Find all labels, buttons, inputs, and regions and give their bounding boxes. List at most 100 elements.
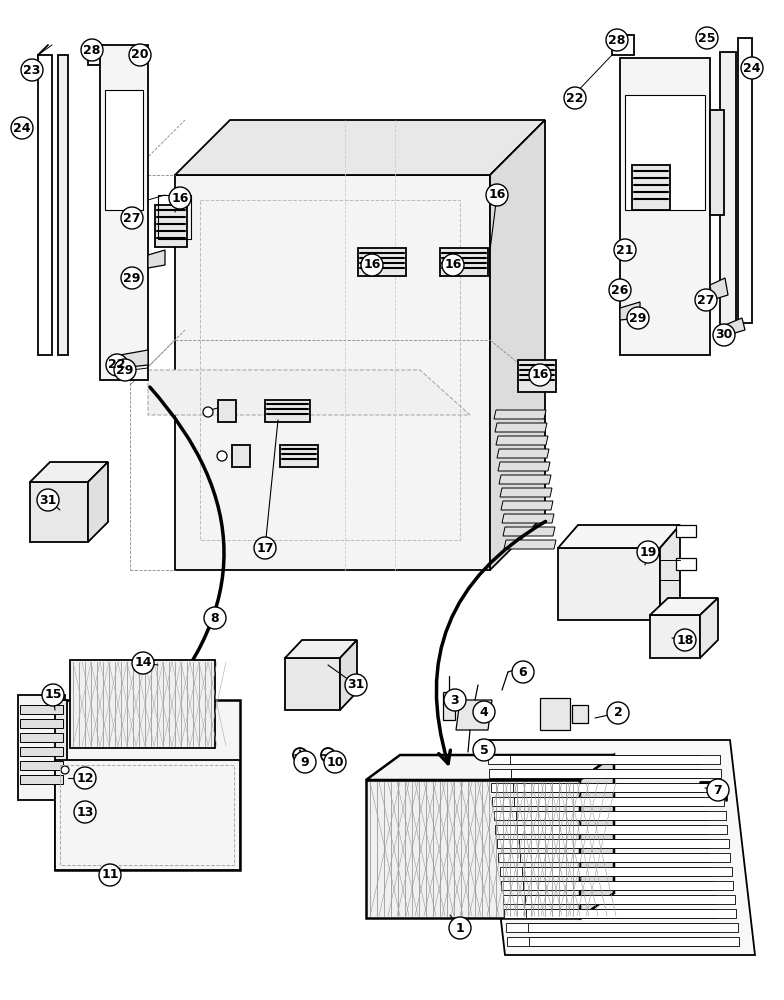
Circle shape xyxy=(609,279,631,301)
Text: 16: 16 xyxy=(172,192,189,205)
Circle shape xyxy=(203,407,213,417)
Polygon shape xyxy=(504,909,717,918)
Polygon shape xyxy=(540,698,570,730)
Polygon shape xyxy=(700,598,718,658)
Bar xyxy=(632,165,670,210)
Polygon shape xyxy=(496,436,548,445)
Circle shape xyxy=(627,307,649,329)
Polygon shape xyxy=(55,700,240,870)
Circle shape xyxy=(449,917,471,939)
Polygon shape xyxy=(100,45,148,380)
Circle shape xyxy=(169,187,191,209)
Text: 6: 6 xyxy=(519,666,528,678)
Polygon shape xyxy=(497,449,549,458)
Polygon shape xyxy=(522,867,732,876)
Circle shape xyxy=(442,254,464,276)
Polygon shape xyxy=(20,733,63,742)
Polygon shape xyxy=(488,755,700,764)
Text: 29: 29 xyxy=(123,271,140,284)
Bar xyxy=(612,35,634,55)
Polygon shape xyxy=(517,825,728,834)
Polygon shape xyxy=(456,700,492,730)
Polygon shape xyxy=(175,175,490,570)
Circle shape xyxy=(606,29,628,51)
Text: 10: 10 xyxy=(326,756,343,768)
Text: 29: 29 xyxy=(630,312,647,324)
Bar xyxy=(88,45,104,65)
Polygon shape xyxy=(30,462,108,482)
Circle shape xyxy=(37,489,59,511)
Bar xyxy=(60,765,234,865)
Text: 23: 23 xyxy=(24,64,41,77)
Bar xyxy=(625,95,705,210)
Polygon shape xyxy=(519,839,729,848)
Bar xyxy=(200,200,460,540)
Text: 16: 16 xyxy=(532,368,549,381)
Polygon shape xyxy=(503,527,555,536)
Polygon shape xyxy=(70,660,215,748)
Circle shape xyxy=(321,748,335,762)
Polygon shape xyxy=(725,318,745,335)
Text: 29: 29 xyxy=(116,363,134,376)
Polygon shape xyxy=(18,695,65,800)
Bar xyxy=(738,38,752,323)
Circle shape xyxy=(121,207,143,229)
Polygon shape xyxy=(499,475,551,484)
Polygon shape xyxy=(495,825,707,834)
Polygon shape xyxy=(492,797,705,806)
Polygon shape xyxy=(285,640,357,658)
Bar xyxy=(58,55,68,355)
Polygon shape xyxy=(650,615,700,658)
Text: 1: 1 xyxy=(456,922,464,934)
Bar xyxy=(55,700,67,870)
Bar xyxy=(105,90,143,210)
Circle shape xyxy=(81,39,103,61)
Circle shape xyxy=(61,766,69,774)
Polygon shape xyxy=(503,895,715,904)
Polygon shape xyxy=(502,881,713,890)
Text: 8: 8 xyxy=(211,611,220,624)
Polygon shape xyxy=(500,867,712,876)
Circle shape xyxy=(607,702,629,724)
Text: 12: 12 xyxy=(76,772,94,784)
Polygon shape xyxy=(443,692,455,720)
Bar xyxy=(676,558,696,570)
Bar xyxy=(158,195,191,239)
Circle shape xyxy=(741,57,763,79)
Text: 21: 21 xyxy=(616,243,633,256)
Circle shape xyxy=(361,254,383,276)
Circle shape xyxy=(345,674,367,696)
Polygon shape xyxy=(620,58,710,355)
Circle shape xyxy=(132,652,154,674)
Polygon shape xyxy=(20,747,63,756)
Circle shape xyxy=(74,767,96,789)
Polygon shape xyxy=(491,783,703,792)
Circle shape xyxy=(444,689,466,711)
Text: 16: 16 xyxy=(488,188,506,202)
Polygon shape xyxy=(499,853,710,862)
Text: 30: 30 xyxy=(715,328,733,342)
Circle shape xyxy=(99,864,121,886)
Circle shape xyxy=(11,117,33,139)
Polygon shape xyxy=(490,120,545,570)
Circle shape xyxy=(713,324,735,346)
Circle shape xyxy=(637,541,659,563)
Polygon shape xyxy=(710,278,728,300)
Polygon shape xyxy=(502,514,554,523)
Polygon shape xyxy=(498,462,550,471)
Polygon shape xyxy=(120,350,148,368)
Circle shape xyxy=(74,801,96,823)
Polygon shape xyxy=(285,658,340,710)
Circle shape xyxy=(293,748,307,762)
Polygon shape xyxy=(514,797,724,806)
Text: 15: 15 xyxy=(44,688,62,702)
Polygon shape xyxy=(30,482,88,542)
Circle shape xyxy=(695,289,717,311)
Polygon shape xyxy=(366,780,580,918)
Polygon shape xyxy=(528,923,738,932)
Text: 3: 3 xyxy=(451,694,459,706)
Polygon shape xyxy=(513,783,723,792)
Circle shape xyxy=(204,607,226,629)
Circle shape xyxy=(473,739,495,761)
Polygon shape xyxy=(88,462,108,542)
